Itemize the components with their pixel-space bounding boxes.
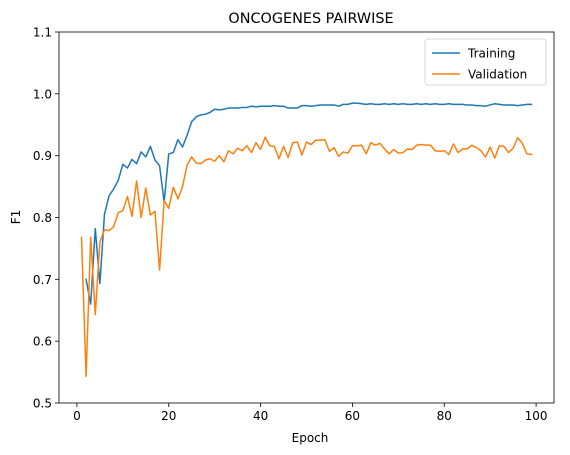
y-tick-label: 0.5 xyxy=(33,397,52,411)
x-tick-label: 0 xyxy=(73,409,81,423)
y-tick-label: 0.8 xyxy=(33,211,52,225)
y-tick-label: 1.0 xyxy=(33,87,52,101)
y-tick-label: 0.6 xyxy=(33,335,52,349)
y-tick-label: 0.7 xyxy=(33,273,52,287)
y-tick-label: 0.9 xyxy=(33,149,52,163)
legend-label-training: Training xyxy=(467,47,515,61)
y-axis-label: F1 xyxy=(9,210,23,225)
chart-title: ONCOGENES PAIRWISE xyxy=(228,11,393,27)
x-axis-label: Epoch xyxy=(292,431,329,445)
y-tick-label: 1.1 xyxy=(33,26,52,40)
x-tick-label: 20 xyxy=(161,409,176,423)
x-tick-label: 40 xyxy=(253,409,268,423)
x-tick-label: 60 xyxy=(345,409,360,423)
legend-label-validation: Validation xyxy=(468,68,527,82)
legend: Training Validation xyxy=(425,39,546,85)
x-tick-label: 80 xyxy=(437,409,452,423)
x-tick-label: 100 xyxy=(525,409,548,423)
